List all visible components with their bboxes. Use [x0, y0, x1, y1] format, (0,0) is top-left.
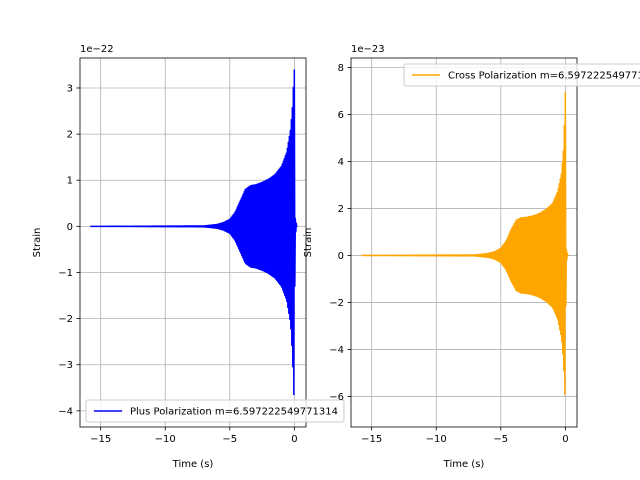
y-tick-label: 6 [338, 110, 344, 121]
y-axis-label: Strain [32, 228, 43, 258]
y-tick-label: −2 [329, 298, 344, 309]
y-tick-label: −1 [58, 268, 73, 279]
y-tick-label: 2 [338, 204, 344, 215]
y-ticks: 3 2 1 0 −1 −2 −3 −4 [58, 83, 80, 417]
y-tick-label: −4 [58, 406, 73, 417]
plus-polarization-axes: −15 −10 −5 0 3 2 1 0 −1 −2 −3 −4 Time (s) Strain 1… [32, 44, 345, 470]
y-axis-label: Strain [303, 228, 314, 258]
axes-frame [79, 57, 307, 428]
plot-area [90, 69, 298, 396]
y-tick-label: 8 [338, 63, 344, 74]
y-ticks: 8 6 4 2 0 −2 −4 −6 [329, 63, 351, 403]
y-tick-label: −3 [58, 360, 73, 371]
y-tick-label: −2 [58, 314, 73, 325]
x-tick-label: −15 [90, 434, 111, 445]
x-ticks: −15 −10 −5 0 [90, 427, 298, 445]
y-tick-label: −6 [329, 392, 344, 403]
y-tick-label: 1 [67, 176, 73, 187]
legend-label: Cross Polarization m=6.597222549771314 [448, 71, 640, 82]
legend-box [85, 399, 345, 423]
x-axis-label: Time (s) [172, 459, 214, 470]
y-offset-label: 1e−23 [351, 44, 385, 55]
y-tick-label: 3 [67, 83, 73, 94]
series-line [361, 91, 569, 396]
cross-polarization-axes: −15 −10 −5 0 8 6 4 2 0 −2 −4 −6 Time (s) Strain 1e… [303, 44, 640, 470]
legend: Plus Polarization m=6.597222549771314 [85, 399, 345, 423]
y-tick-label: 0 [338, 251, 344, 262]
y-tick-label: 2 [67, 130, 73, 141]
y-offset-label: 1e−22 [80, 44, 114, 55]
legend: Cross Polarization m=6.597222549771314 [403, 63, 640, 87]
x-tick-label: −5 [493, 434, 508, 445]
series-line [90, 69, 298, 396]
x-tick-label: 0 [291, 434, 297, 445]
y-tick-label: −4 [329, 345, 344, 356]
y-tick-label: 0 [67, 222, 73, 233]
x-ticks: −15 −10 −5 0 [361, 427, 569, 445]
x-tick-label: 0 [562, 434, 568, 445]
legend-box [403, 63, 640, 87]
x-tick-label: −15 [361, 434, 382, 445]
y-tick-label: 4 [338, 157, 344, 168]
x-axis-label: Time (s) [443, 459, 485, 470]
legend-label: Plus Polarization m=6.597222549771314 [130, 407, 338, 418]
x-tick-label: −10 [426, 434, 447, 445]
x-tick-label: −5 [222, 434, 237, 445]
plot-area [361, 91, 569, 396]
x-tick-label: −10 [155, 434, 176, 445]
axes-frame [350, 57, 578, 428]
